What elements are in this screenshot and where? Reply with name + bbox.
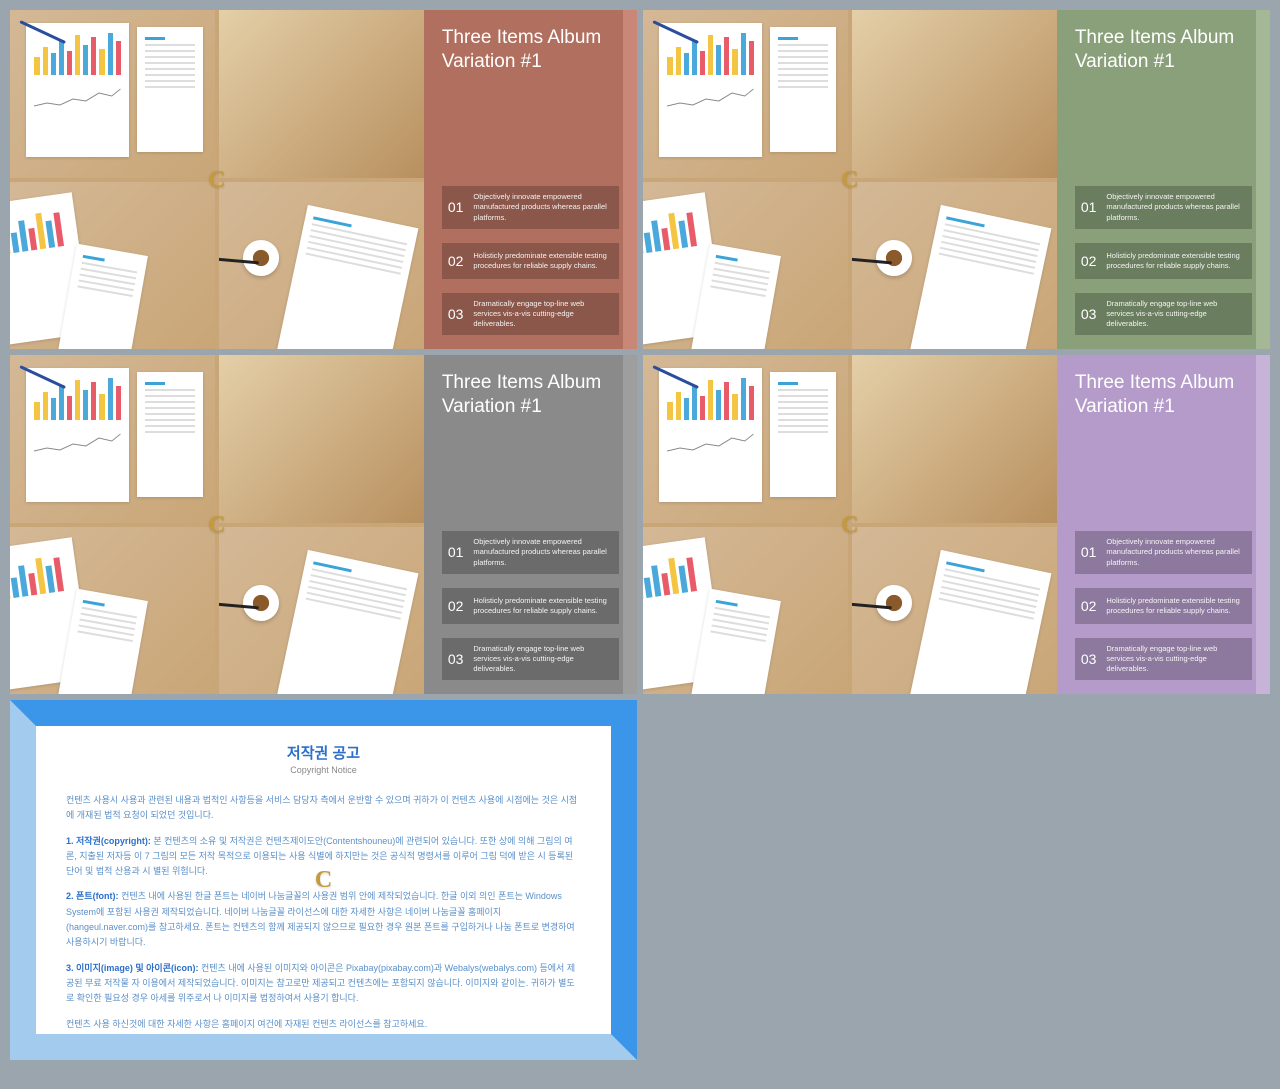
item-text: Objectively innovate empowered manufactu… <box>473 537 609 567</box>
list-item: 01 Objectively innovate empowered manufac… <box>1075 531 1252 573</box>
copyright-p1: 컨텐츠 사용시 사용과 관련된 내용과 법적인 사항등을 서비스 담당자 측에서… <box>66 793 581 824</box>
slide-copyright: 저작권 공고 Copyright Notice 컨텐츠 사용시 사용과 관련된 … <box>10 700 637 1060</box>
item-list: 01 Objectively innovate empowered manufac… <box>442 517 619 680</box>
slide-title: Three Items AlbumVariation #1 <box>1075 371 1252 419</box>
copyright-p3: 2. 폰트(font): 컨텐츠 내에 사용된 한글 폰트는 네이버 나눔글꼴의… <box>66 889 581 950</box>
slide-variant-4: C Three Items AlbumVariation #1 01 Objectiv… <box>643 355 1270 694</box>
item-number: 02 <box>448 598 464 614</box>
slide-title: Three Items AlbumVariation #1 <box>1075 26 1252 74</box>
item-number: 03 <box>1081 651 1097 667</box>
item-number: 02 <box>448 253 464 269</box>
item-list: 01 Objectively innovate empowered manufac… <box>1075 517 1252 680</box>
item-number: 01 <box>448 544 464 560</box>
list-item: 03 Dramatically engage top-line web servi… <box>1075 293 1252 335</box>
item-number: 01 <box>1081 199 1097 215</box>
copyright-title: 저작권 공고 <box>66 742 581 763</box>
item-list: 01 Objectively innovate empowered manufac… <box>1075 172 1252 335</box>
slide-variant-3: C Three Items AlbumVariation #1 01 Objectiv… <box>10 355 637 694</box>
photo-p-tl <box>10 355 215 523</box>
photo-collage: C <box>643 10 1057 349</box>
photo-p-tl <box>643 10 848 178</box>
list-item: 02 Holisticly predominate extensible test… <box>1075 588 1252 624</box>
list-item: 03 Dramatically engage top-line web servi… <box>442 293 619 335</box>
photo-p-tr <box>852 10 1057 178</box>
slide-variant-2: C Three Items AlbumVariation #1 01 Objectiv… <box>643 10 1270 349</box>
item-text: Objectively innovate empowered manufactu… <box>1106 192 1242 222</box>
copyright-p2: 1. 저작권(copyright): 본 컨텐츠의 소유 및 저작권은 컨텐츠제… <box>66 834 581 880</box>
list-item: 01 Objectively innovate empowered manufac… <box>442 186 619 228</box>
item-number: 01 <box>448 199 464 215</box>
item-text: Objectively innovate empowered manufactu… <box>473 192 609 222</box>
color-panel: Three Items AlbumVariation #1 01 Objective… <box>1057 355 1270 694</box>
item-text: Dramatically engage top-line web service… <box>473 644 609 674</box>
item-text: Holisticly predominate extensible testin… <box>1106 596 1242 616</box>
slide-title: Three Items AlbumVariation #1 <box>442 371 619 419</box>
photo-p-br <box>219 527 424 695</box>
slide-variant-1: C Three Items AlbumVariation #1 01 Objectiv… <box>10 10 637 349</box>
photo-p-tl <box>643 355 848 523</box>
copyright-subtitle: Copyright Notice <box>66 765 581 775</box>
list-item: 01 Objectively innovate empowered manufac… <box>1075 186 1252 228</box>
item-number: 03 <box>1081 306 1097 322</box>
photo-p-br <box>852 527 1057 695</box>
photo-p-tl <box>10 10 215 178</box>
item-number: 03 <box>448 651 464 667</box>
copyright-p5: 컨텐츠 사용 하신것에 대한 자세한 사항은 홈페이지 여건에 자재된 컨텐츠 … <box>66 1017 581 1032</box>
accent-stripe <box>623 10 637 349</box>
accent-stripe <box>1256 10 1270 349</box>
photo-p-br <box>852 182 1057 350</box>
slide-title: Three Items AlbumVariation #1 <box>442 26 619 74</box>
color-panel: Three Items AlbumVariation #1 01 Objective… <box>424 355 637 694</box>
item-list: 01 Objectively innovate empowered manufac… <box>442 172 619 335</box>
slide-grid: C Three Items AlbumVariation #1 01 Objectiv… <box>0 0 1280 1070</box>
item-number: 03 <box>448 306 464 322</box>
photo-p-br <box>219 182 424 350</box>
photo-collage: C <box>10 355 424 694</box>
accent-stripe <box>1256 355 1270 694</box>
item-text: Dramatically engage top-line web service… <box>1106 299 1242 329</box>
photo-collage: C <box>10 10 424 349</box>
photo-collage: C <box>643 355 1057 694</box>
item-text: Holisticly predominate extensible testin… <box>473 596 609 616</box>
copyright-p4: 3. 이미지(image) 및 아이콘(icon): 컨텐츠 내에 사용된 이미… <box>66 961 581 1007</box>
item-text: Dramatically engage top-line web service… <box>473 299 609 329</box>
item-text: Objectively innovate empowered manufactu… <box>1106 537 1242 567</box>
item-number: 02 <box>1081 253 1097 269</box>
photo-p-bl <box>10 527 215 695</box>
photo-p-tr <box>852 355 1057 523</box>
empty-cell <box>643 700 1270 1060</box>
list-item: 02 Holisticly predominate extensible test… <box>442 243 619 279</box>
photo-p-bl <box>10 182 215 350</box>
photo-p-bl <box>643 527 848 695</box>
list-item: 03 Dramatically engage top-line web servi… <box>442 638 619 680</box>
list-item: 03 Dramatically engage top-line web servi… <box>1075 638 1252 680</box>
list-item: 02 Holisticly predominate extensible test… <box>1075 243 1252 279</box>
item-number: 02 <box>1081 598 1097 614</box>
item-text: Holisticly predominate extensible testin… <box>473 251 609 271</box>
color-panel: Three Items AlbumVariation #1 01 Objective… <box>424 10 637 349</box>
photo-p-bl <box>643 182 848 350</box>
list-item: 02 Holisticly predominate extensible test… <box>442 588 619 624</box>
list-item: 01 Objectively innovate empowered manufac… <box>442 531 619 573</box>
item-text: Holisticly predominate extensible testin… <box>1106 251 1242 271</box>
item-number: 01 <box>1081 544 1097 560</box>
photo-p-tr <box>219 10 424 178</box>
color-panel: Three Items AlbumVariation #1 01 Objective… <box>1057 10 1270 349</box>
item-text: Dramatically engage top-line web service… <box>1106 644 1242 674</box>
photo-p-tr <box>219 355 424 523</box>
accent-stripe <box>623 355 637 694</box>
copyright-body: 컨텐츠 사용시 사용과 관련된 내용과 법적인 사항등을 서비스 담당자 측에서… <box>66 793 581 1032</box>
